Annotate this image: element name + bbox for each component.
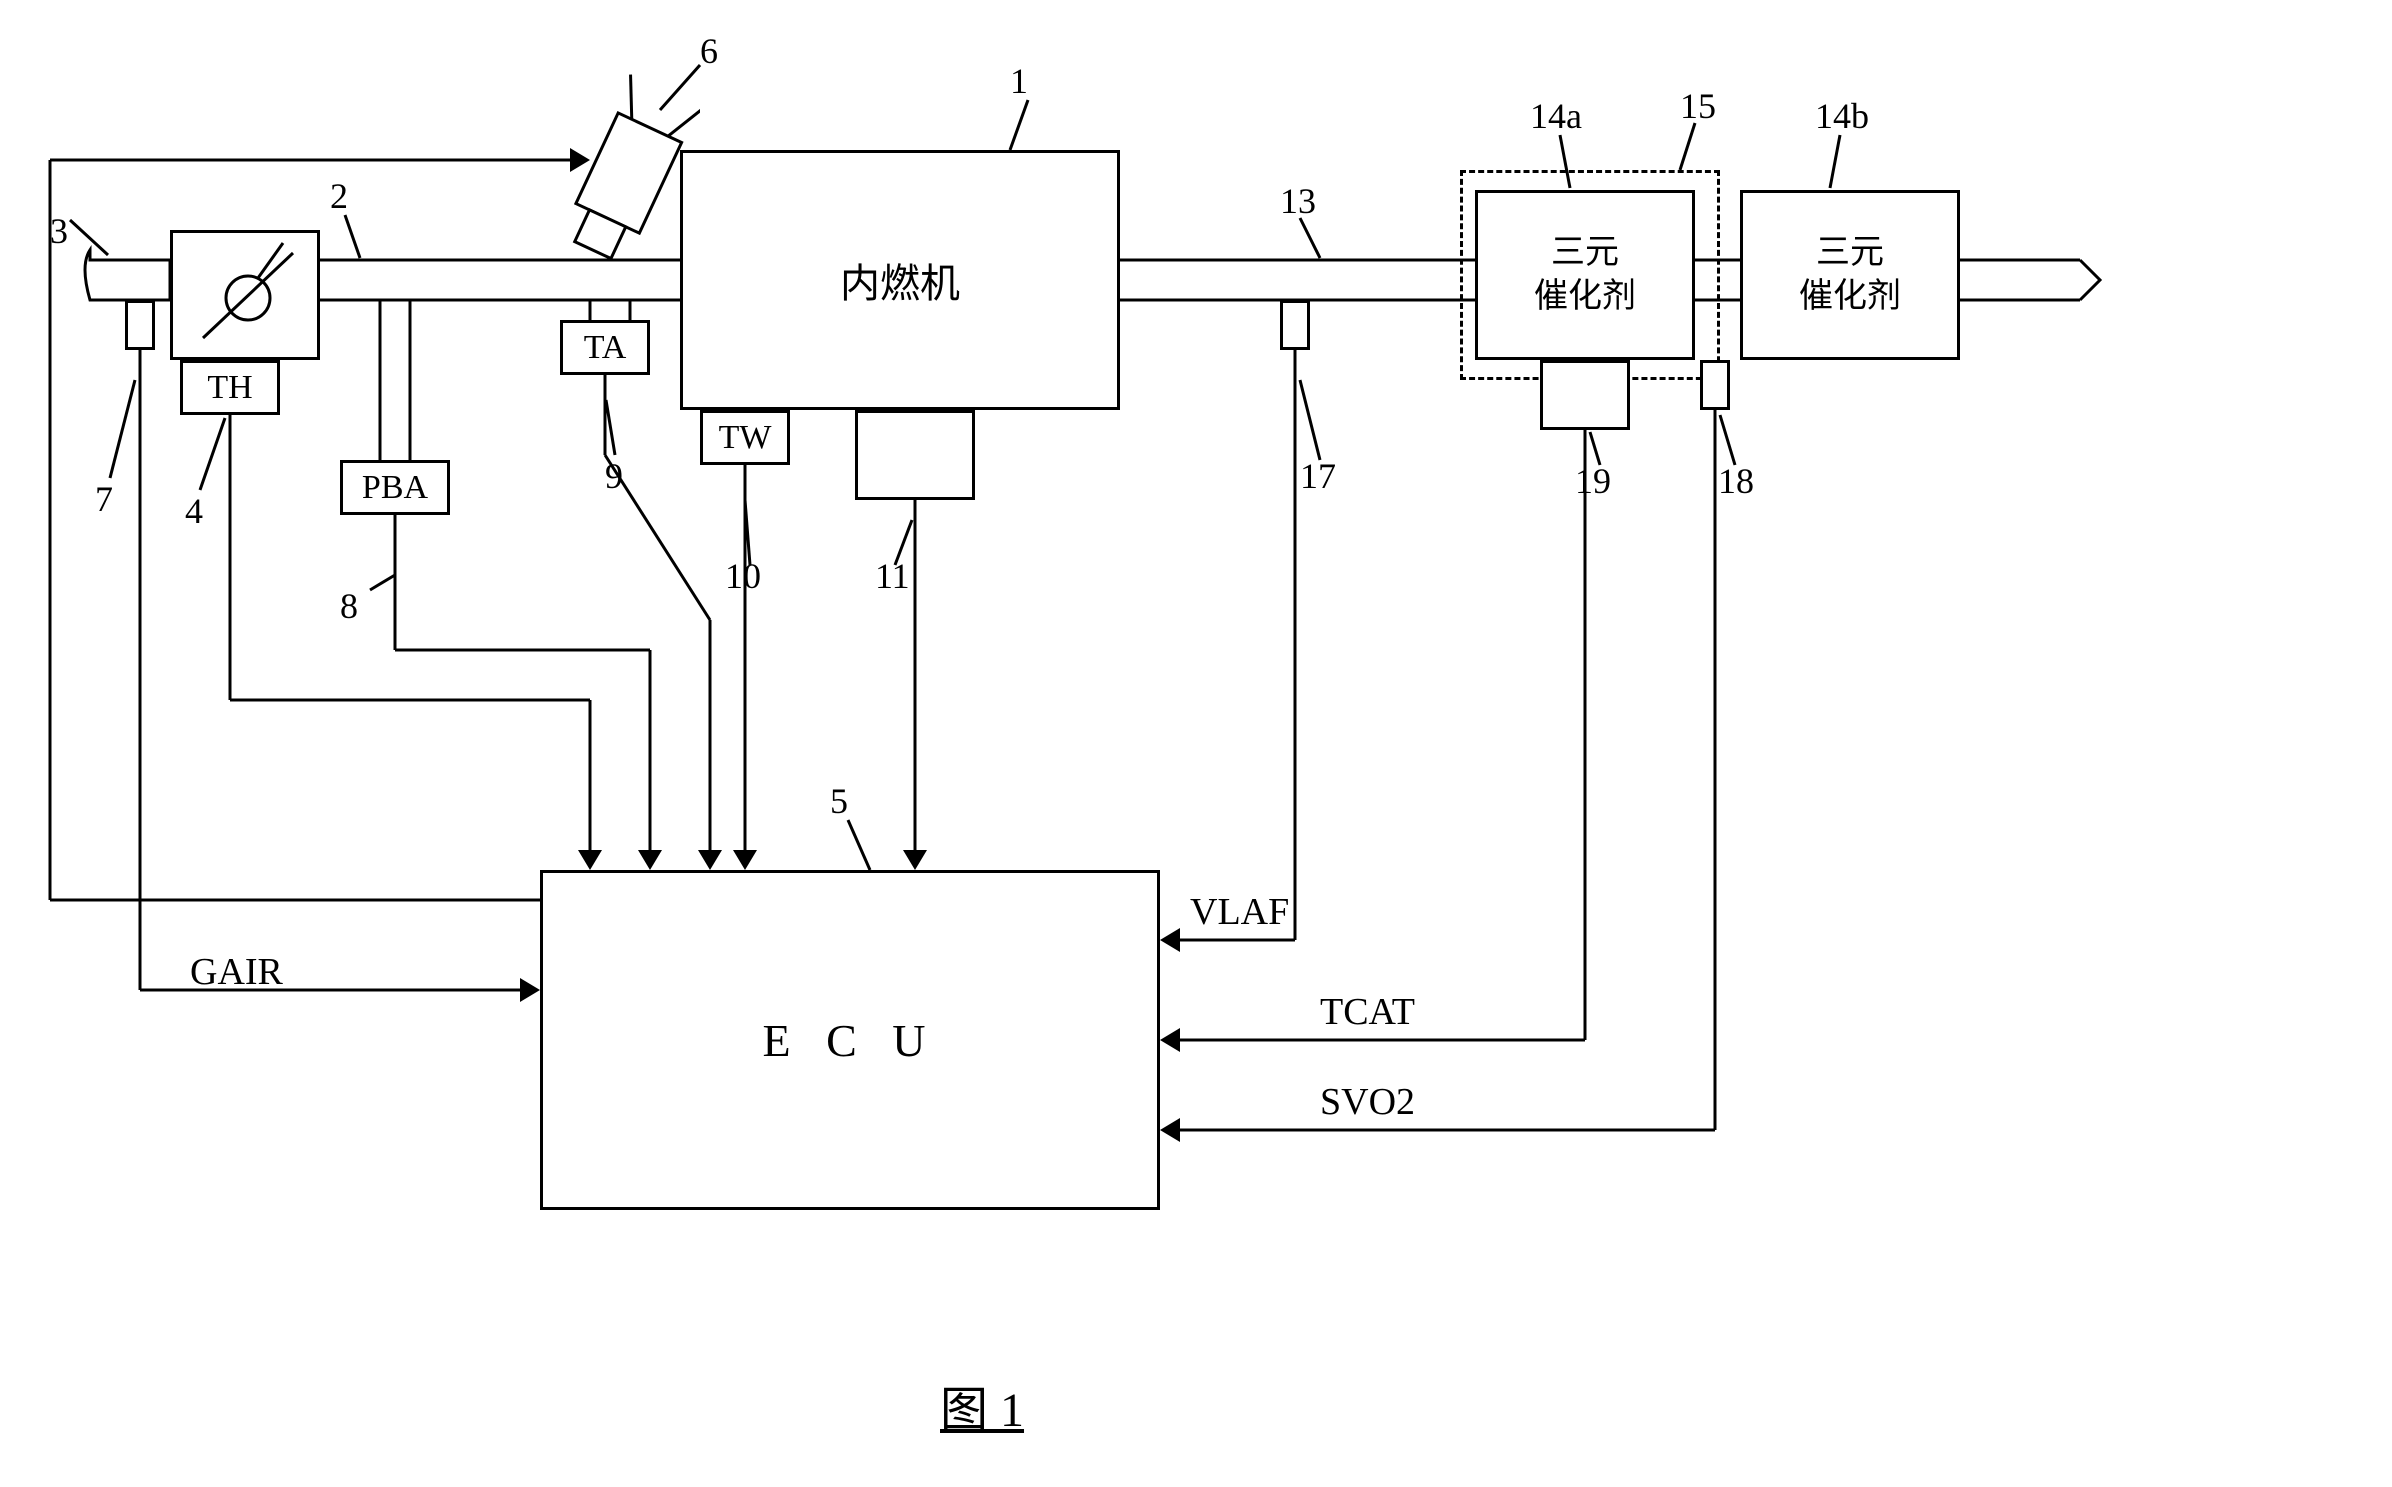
- sensor-7: [125, 300, 155, 350]
- engine-label: 内燃机: [840, 251, 960, 309]
- ref-7: 7: [95, 478, 113, 520]
- tcat-label: TCAT: [1320, 990, 1415, 1034]
- ref-1: 1: [1010, 60, 1028, 102]
- sensor-19: [1540, 360, 1630, 430]
- ref-18: 18: [1718, 460, 1754, 502]
- diagram-canvas: 内燃机 E C U TH PBA TA TW: [0, 0, 2392, 1487]
- tw-label: TW: [719, 419, 772, 457]
- ref-10: 10: [725, 555, 761, 597]
- ref-4: 4: [185, 490, 203, 532]
- ref-17: 17: [1300, 455, 1336, 497]
- sensor-17: [1280, 300, 1310, 350]
- ref-19: 19: [1575, 460, 1611, 502]
- throttle-box: [170, 230, 320, 360]
- ecu-label: E C U: [763, 1014, 938, 1067]
- catalyst-a-label: 三元催化剂: [1534, 231, 1636, 319]
- pba-sensor: PBA: [340, 460, 450, 515]
- pipes: [0, 0, 2392, 1487]
- sensor-18: [1700, 360, 1730, 410]
- ta-sensor: TA: [560, 320, 650, 375]
- th-sensor: TH: [180, 360, 280, 415]
- tw-sensor: TW: [700, 410, 790, 465]
- ref-3: 3: [50, 210, 68, 252]
- ref-13: 13: [1280, 180, 1316, 222]
- ref-8: 8: [340, 585, 358, 627]
- ecu-block: E C U: [540, 870, 1160, 1210]
- ref-9: 9: [605, 455, 623, 497]
- ref-6: 6: [700, 30, 718, 72]
- vlaf-label: VLAF: [1190, 890, 1289, 934]
- th-label: TH: [207, 369, 252, 407]
- ta-label: TA: [584, 329, 627, 367]
- catalyst-b: 三元催化剂: [1740, 190, 1960, 360]
- gair-label: GAIR: [190, 950, 283, 994]
- ref-14a: 14a: [1530, 95, 1582, 137]
- ref-11: 11: [875, 555, 910, 597]
- ref-5: 5: [830, 780, 848, 822]
- ref-14b: 14b: [1815, 95, 1869, 137]
- catalyst-a: 三元催化剂: [1475, 190, 1695, 360]
- ref-15: 15: [1680, 85, 1716, 127]
- ref-2: 2: [330, 175, 348, 217]
- crank-sensor: [855, 410, 975, 500]
- catalyst-b-label: 三元催化剂: [1799, 231, 1901, 319]
- pba-label: PBA: [362, 469, 428, 507]
- figure-label: 图 1: [940, 1370, 1024, 1440]
- injector-icon: [520, 70, 700, 280]
- engine-block: 内燃机: [680, 150, 1120, 410]
- svo2-label: SVO2: [1320, 1080, 1415, 1124]
